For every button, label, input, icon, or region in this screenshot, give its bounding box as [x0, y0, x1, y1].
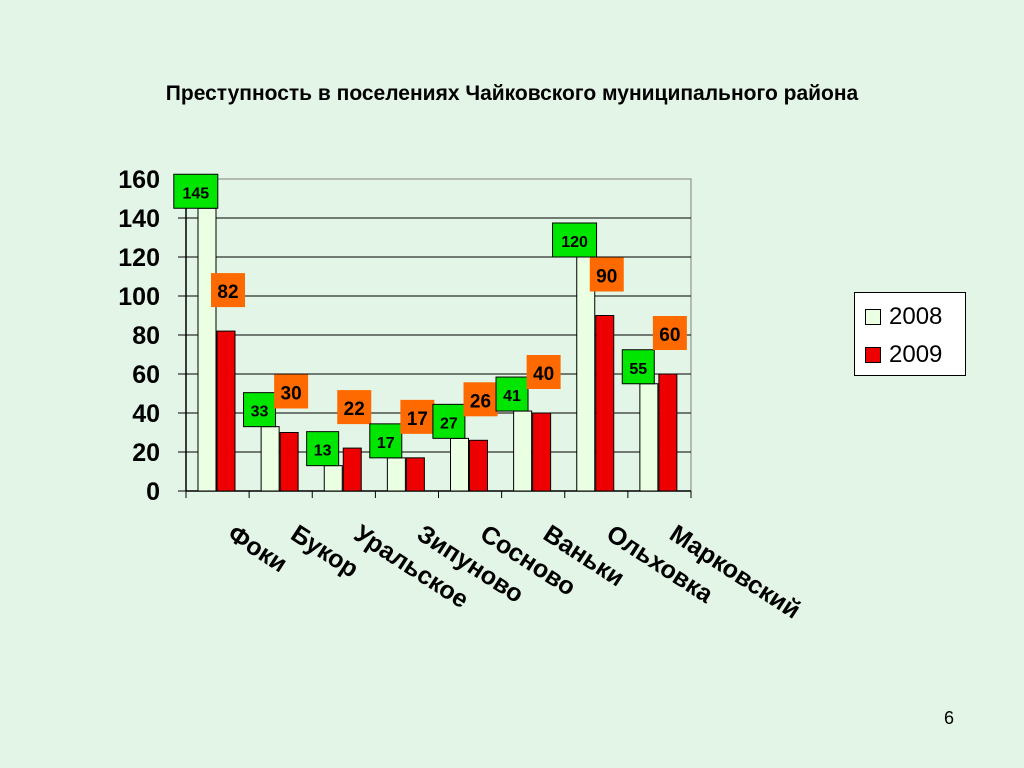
legend-swatch-2008: [865, 309, 881, 325]
bar-2008-7: [639, 383, 659, 492]
data-label-2008-6: 120: [561, 234, 588, 251]
page-number: 6: [944, 708, 955, 728]
data-label-2009-4: 26: [470, 391, 491, 412]
data-label-2008-3: 17: [377, 435, 395, 452]
data-label-box-2009-6: [589, 257, 624, 292]
data-label-2009-5: 40: [533, 364, 554, 385]
y-tick-label: 120: [118, 244, 160, 272]
bar-2009-1: [279, 432, 299, 492]
data-label-2008-4: 27: [440, 415, 458, 432]
data-label-box-2009-5: [526, 355, 561, 389]
data-label-box-2008-2: [306, 431, 340, 467]
data-label-2008-2: 13: [314, 443, 332, 460]
data-label-box-2008-0: [173, 173, 219, 209]
data-label-box-2008-3: [369, 423, 403, 459]
data-label-2009-0: 82: [217, 282, 238, 303]
data-label-2009-2: 22: [344, 399, 365, 420]
data-label-2009-6: 90: [596, 267, 617, 288]
y-tick-label: 140: [118, 205, 160, 233]
bar-2009-2: [342, 447, 362, 492]
data-label-box-2008-7: [621, 349, 655, 385]
bar-2009-3: [405, 457, 425, 492]
legend-item-2009: 2009: [865, 339, 942, 371]
bar-2008-6: [576, 256, 596, 492]
y-tick-label: 100: [118, 283, 160, 311]
y-tick-label: 40: [132, 400, 160, 428]
data-label-box-2009-3: [400, 399, 435, 434]
legend-item-2008: 2008: [865, 301, 942, 333]
bar-2008-4: [450, 437, 469, 492]
bar-2009-5: [532, 412, 552, 492]
data-label-2009-7: 60: [659, 325, 680, 346]
bar-2008-1: [260, 426, 280, 492]
bar-2009-0: [216, 330, 236, 492]
bar-2009-6: [595, 315, 615, 492]
legend-swatch-2009: [865, 347, 881, 363]
legend-label-2009: 2009: [889, 341, 943, 368]
y-tick-label: 80: [132, 322, 160, 350]
y-tick-label: 60: [132, 361, 160, 389]
data-label-box-2009-7: [652, 316, 687, 350]
data-label-2008-7: 55: [629, 361, 647, 378]
data-label-box-2009-4: [463, 382, 498, 417]
category-label-0: Фоки: [223, 520, 292, 579]
data-label-2008-1: 33: [251, 404, 269, 421]
chart-title: Преступность в поселениях Чайковского му…: [165, 82, 859, 105]
data-label-box-2008-1: [243, 392, 277, 428]
bar-2009-7: [658, 373, 678, 492]
data-label-box-2008-6: [552, 222, 598, 258]
data-label-2008-5: 41: [503, 388, 521, 405]
data-label-box-2009-0: [211, 273, 245, 308]
bar-2008-3: [386, 457, 406, 492]
data-label-box-2008-5: [495, 376, 529, 412]
bar-2008-0: [197, 207, 217, 492]
y-tick-label: 0: [146, 478, 160, 506]
data-label-box-2009-1: [274, 374, 309, 409]
bar-2008-5: [513, 410, 533, 492]
data-label-box-2008-4: [432, 403, 466, 439]
data-label-2009-3: 17: [407, 409, 428, 430]
y-tick-label: 20: [132, 439, 160, 467]
data-label-2008-0: 145: [182, 185, 209, 202]
data-label-2009-1: 30: [281, 384, 302, 405]
data-label-box-2009-2: [337, 390, 372, 425]
chart-legend: 2008 2009: [854, 292, 966, 376]
y-tick-label: 160: [118, 166, 160, 194]
category-label-1: Букор: [286, 520, 364, 584]
legend-label-2008: 2008: [889, 303, 943, 330]
bar-2008-2: [323, 465, 343, 492]
bar-chart: 0 20 40 60 80 100 120 140 160 145 82 Фоки 33 30 Букор 1…: [118, 166, 805, 625]
bar-2009-4: [469, 439, 488, 492]
